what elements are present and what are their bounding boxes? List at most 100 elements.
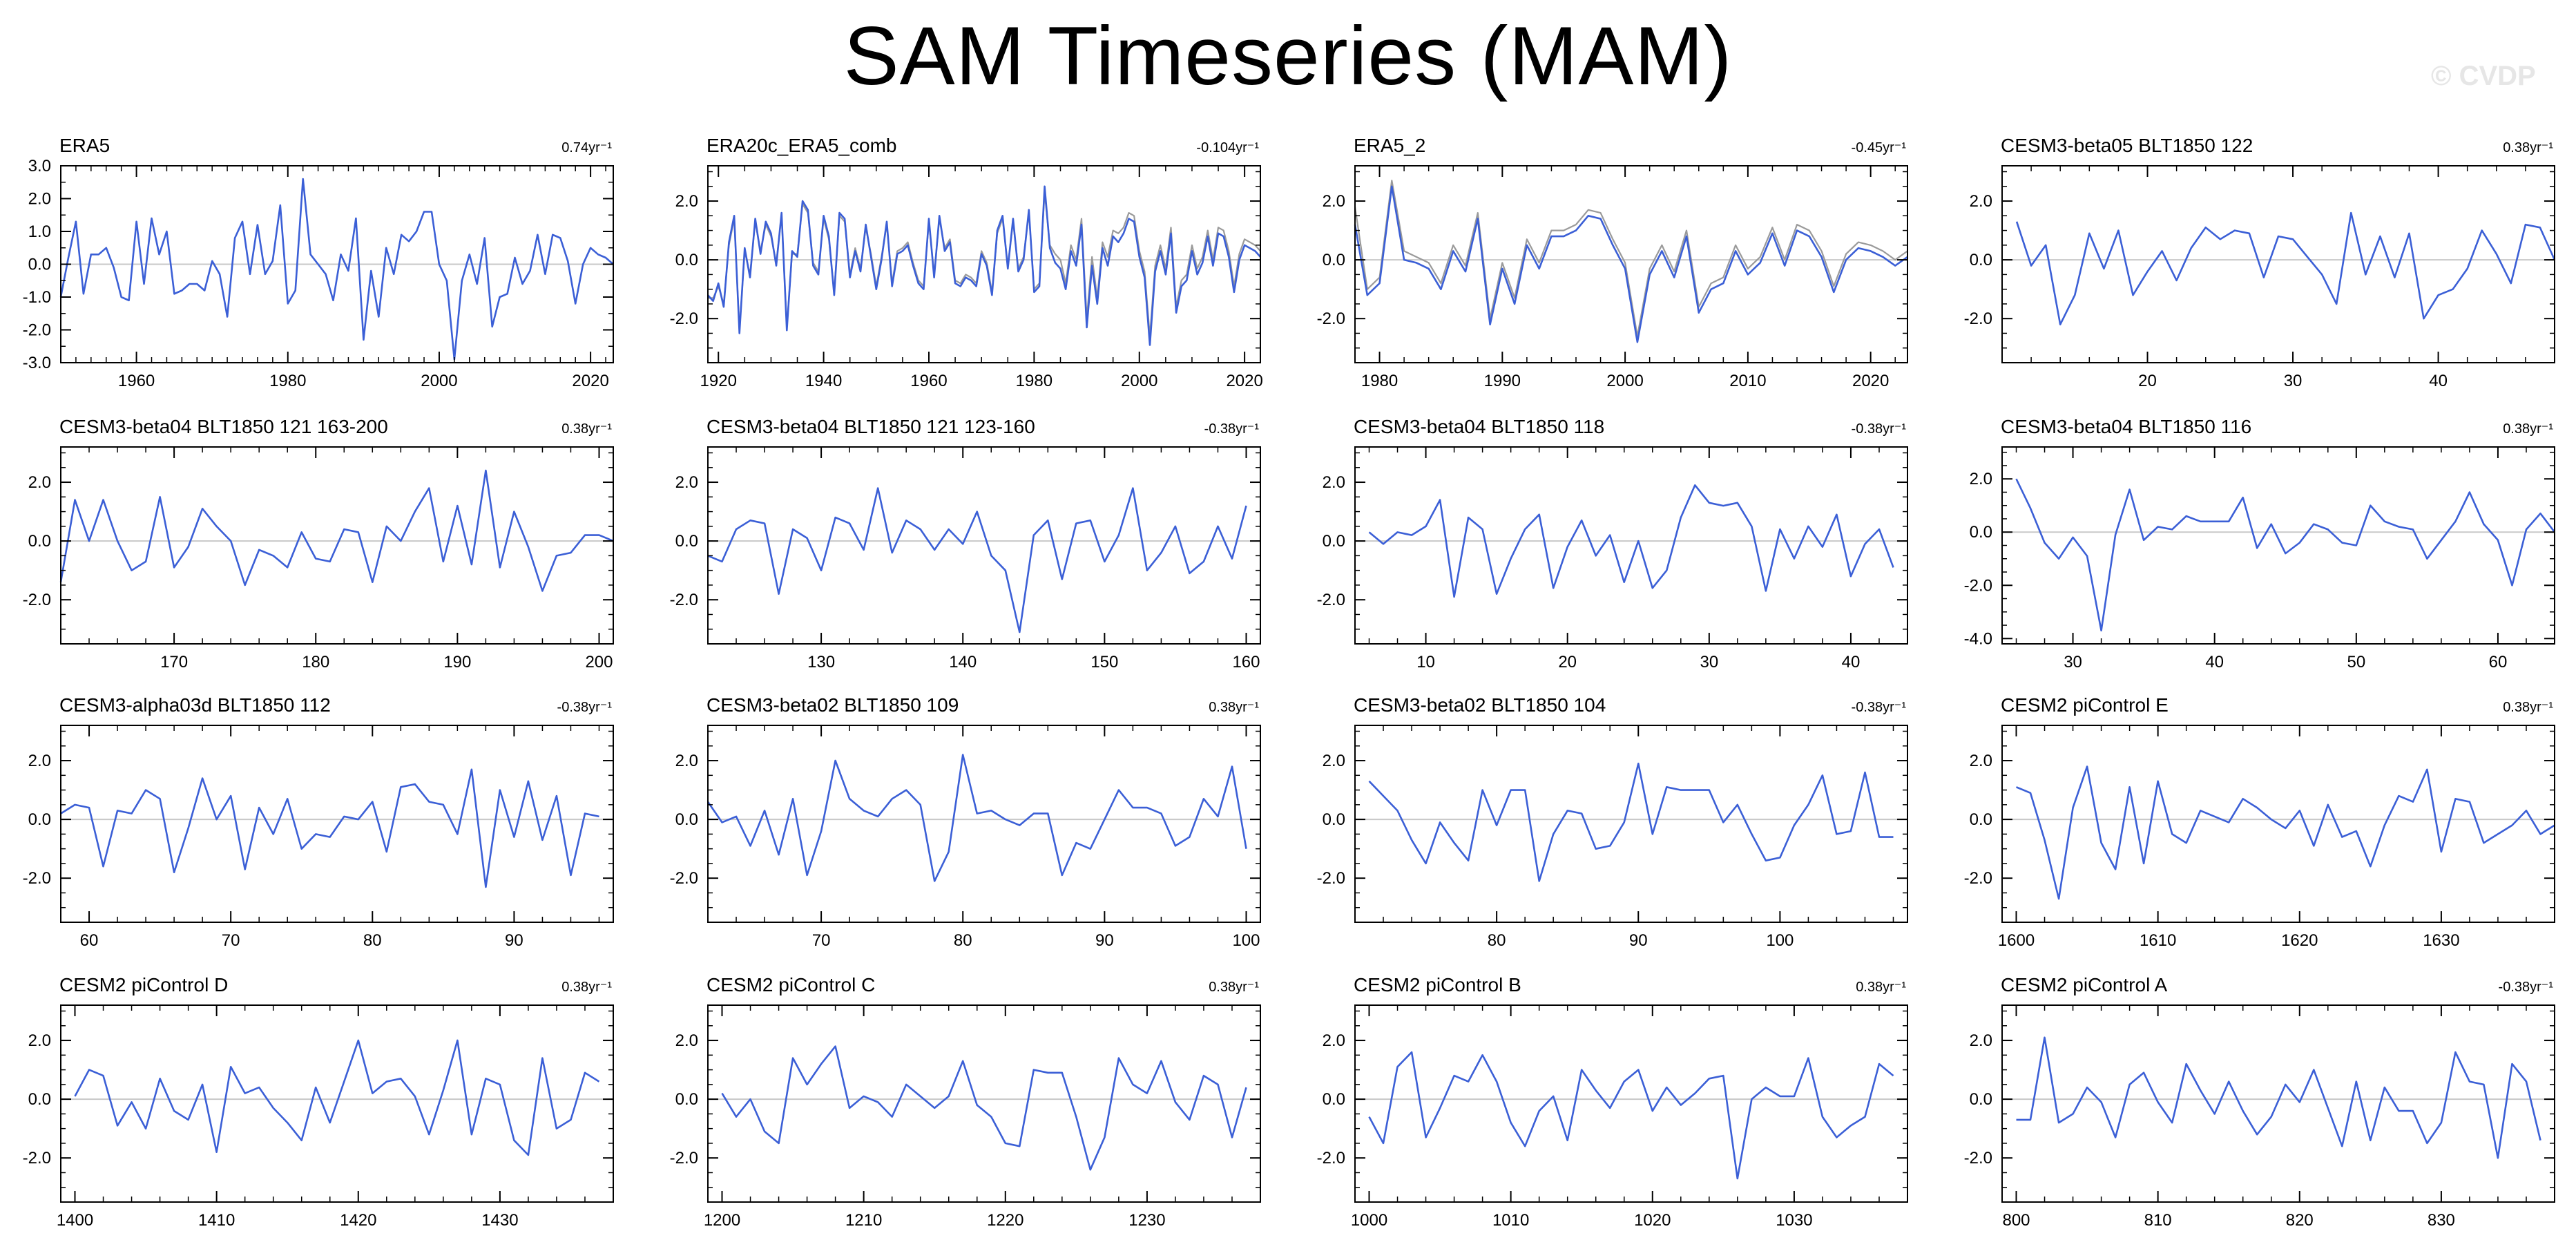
x-tick-label: 130 xyxy=(807,653,835,671)
y-tick-label: 2.0 xyxy=(1970,752,1992,770)
x-tick-label: 60 xyxy=(80,931,99,950)
chart-panel-2: ERA20c_ERA5_comb -0.104yr⁻¹ 1920 1940 1960 19… xyxy=(670,135,1263,390)
y-tick-label: -2.0 xyxy=(1964,309,1992,328)
panel-title: CESM3-beta02 BLT1850 104 xyxy=(1354,694,1606,716)
trend-label: -0.38yr⁻¹ xyxy=(1204,421,1260,437)
x-tick-label: 80 xyxy=(363,931,382,950)
x-tick-label: 150 xyxy=(1090,653,1118,671)
x-tick-label: 30 xyxy=(2284,372,2303,390)
y-tick-label: 2.0 xyxy=(28,473,51,492)
series-line xyxy=(1368,484,1894,598)
chart-panel-1: ERA5 0.74yr⁻¹ 1960 1980 2000 2020 3.0 2.0 1.0 0.0… xyxy=(23,135,614,390)
x-tick-label: 70 xyxy=(812,931,831,950)
y-tick-label: -2.0 xyxy=(670,309,698,328)
chart-panel-11: CESM3-beta02 BLT1850 104 -0.38yr⁻¹ 80 90 100… xyxy=(1317,694,1908,950)
y-tick-label: 2.0 xyxy=(1970,192,1992,211)
plot-frame xyxy=(707,1004,1261,1203)
series-line xyxy=(60,768,599,888)
x-tick-label: 1200 xyxy=(704,1211,740,1230)
series-line xyxy=(1368,763,1894,882)
series-line xyxy=(707,754,1247,882)
x-tick-label: 1920 xyxy=(700,372,737,390)
series-line-secondary xyxy=(1354,180,1908,337)
y-tick-label: 0.0 xyxy=(1323,251,1345,269)
x-tick-label: 100 xyxy=(1766,931,1794,950)
plot-frame xyxy=(1354,725,1908,923)
series-line xyxy=(74,1039,600,1156)
trend-label: 0.38yr⁻¹ xyxy=(561,980,612,995)
cvdp-watermark: © CVDP xyxy=(2431,61,2536,91)
plot-frame xyxy=(1354,1004,1908,1203)
x-tick-label: 90 xyxy=(1629,931,1648,950)
x-tick-label: 1980 xyxy=(1016,372,1052,390)
y-tick-label: -2.0 xyxy=(23,1149,51,1168)
x-tick-label: 20 xyxy=(1558,653,1577,671)
x-tick-label: 800 xyxy=(2002,1211,2030,1230)
y-tick-label: -2.0 xyxy=(1317,1149,1345,1168)
x-tick-label: 820 xyxy=(2286,1211,2314,1230)
x-tick-label: 200 xyxy=(585,653,613,671)
plot-frame xyxy=(707,165,1261,363)
x-tick-label: 1220 xyxy=(987,1211,1023,1230)
trend-label: 0.38yr⁻¹ xyxy=(1209,700,1259,715)
y-tick-label: -2.0 xyxy=(23,591,51,609)
y-tick-label: 3.0 xyxy=(28,157,51,175)
series-line xyxy=(707,487,1247,633)
y-tick-label: 2.0 xyxy=(1323,752,1345,770)
y-tick-label: 0.0 xyxy=(675,1090,698,1109)
trend-label: 0.38yr⁻¹ xyxy=(2503,700,2553,715)
x-tick-label: 2010 xyxy=(1729,372,1766,390)
x-tick-label: 1420 xyxy=(340,1211,376,1230)
plot-frame xyxy=(2001,725,2555,923)
series-line xyxy=(2016,765,2555,900)
y-tick-label: -2.0 xyxy=(23,321,51,340)
chart-panel-12: CESM2 piControl E 0.38yr⁻¹ 1600 1610 1620 163… xyxy=(1964,694,2555,950)
y-tick-label: -2.0 xyxy=(1317,869,1345,888)
x-tick-label: 2020 xyxy=(572,372,608,390)
x-tick-label: 1960 xyxy=(118,372,155,390)
chart-panel-13: CESM2 piControl D 0.38yr⁻¹ 1400 1410 1420 143… xyxy=(23,974,614,1230)
plot-frame xyxy=(707,446,1261,645)
x-tick-label: 1940 xyxy=(805,372,842,390)
panel-title: CESM3-beta04 BLT1850 116 xyxy=(2001,416,2251,437)
series-line xyxy=(59,178,614,361)
trend-label: -0.104yr⁻¹ xyxy=(1196,140,1259,155)
x-tick-label: 1980 xyxy=(269,372,306,390)
x-tick-label: 1400 xyxy=(57,1211,93,1230)
series-line xyxy=(59,469,614,592)
y-tick-label: 2.0 xyxy=(1323,192,1345,211)
panel-title: CESM2 piControl D xyxy=(59,974,228,995)
y-tick-label: 0.0 xyxy=(675,532,698,551)
y-tick-label: -2.0 xyxy=(23,869,51,888)
y-tick-label: -2.0 xyxy=(1317,309,1345,328)
page-title: SAM Timeseries (MAM) xyxy=(843,10,1733,102)
x-tick-label: 140 xyxy=(949,653,977,671)
trend-label: -0.38yr⁻¹ xyxy=(2499,980,2554,995)
x-tick-label: 1960 xyxy=(910,372,947,390)
x-tick-label: 190 xyxy=(443,653,471,671)
panel-title: ERA5 xyxy=(59,135,110,156)
y-tick-label: -2.0 xyxy=(670,1149,698,1168)
chart-panel-14: CESM2 piControl C 0.38yr⁻¹ 1200 1210 1220 123… xyxy=(670,974,1261,1230)
x-tick-label: 1230 xyxy=(1128,1211,1165,1230)
y-tick-label: 0.0 xyxy=(675,810,698,829)
panel-title: ERA5_2 xyxy=(1354,135,1425,156)
y-tick-label: -3.0 xyxy=(23,354,51,372)
trend-label: -0.38yr⁻¹ xyxy=(1852,700,1907,715)
x-tick-label: 80 xyxy=(954,931,972,950)
plot-frame xyxy=(60,725,614,923)
y-tick-label: -2.0 xyxy=(670,869,698,888)
x-tick-label: 90 xyxy=(1095,931,1114,950)
y-tick-label: 0.0 xyxy=(28,1090,51,1109)
y-tick-label: 1.0 xyxy=(28,222,51,241)
series-line xyxy=(2016,1036,2541,1159)
x-tick-label: 1600 xyxy=(1998,931,2035,950)
x-tick-label: 180 xyxy=(302,653,329,671)
x-tick-label: 2020 xyxy=(1226,372,1262,390)
y-tick-label: 2.0 xyxy=(1323,473,1345,492)
x-tick-label: 1410 xyxy=(198,1211,235,1230)
panel-title: CESM2 piControl B xyxy=(1354,974,1521,995)
y-tick-label: 0.0 xyxy=(1323,532,1345,551)
y-tick-label: -4.0 xyxy=(1964,629,1992,648)
plot-frame xyxy=(1354,165,1908,363)
